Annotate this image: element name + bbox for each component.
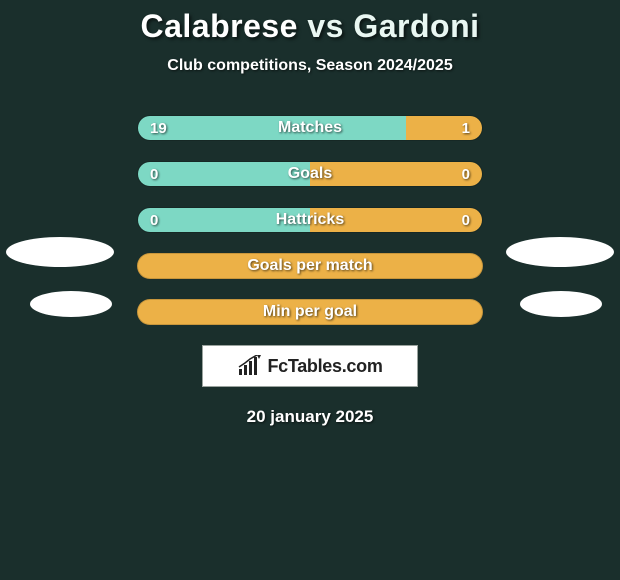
left-flag-1	[6, 237, 114, 267]
stat-bar: Hattricks00	[137, 207, 483, 233]
brand-chart-icon	[237, 355, 263, 377]
vs-text: vs	[307, 8, 344, 44]
bar-label: Min per goal	[138, 300, 482, 324]
player2-name: Gardoni	[353, 8, 479, 44]
brand-box: FcTables.com	[202, 345, 418, 387]
bar-segment-left	[138, 208, 310, 232]
player1-name: Calabrese	[140, 8, 297, 44]
bar-segment-left	[138, 116, 406, 140]
bar-segment-left	[138, 162, 310, 186]
stat-bar: Min per goal	[137, 299, 483, 325]
subtitle: Club competitions, Season 2024/2025	[0, 57, 620, 75]
stat-bar: Goals00	[137, 161, 483, 187]
stat-bars: Matches191 Goals00 Hattricks00 Goals per ma…	[137, 115, 483, 325]
bar-segment-right	[310, 162, 482, 186]
left-flag-2	[30, 291, 112, 317]
date-text: 20 january 2025	[0, 407, 620, 427]
stat-bar: Goals per match	[137, 253, 483, 279]
bar-label: Goals per match	[138, 254, 482, 278]
stat-bar: Matches191	[137, 115, 483, 141]
bar-segment-right	[406, 116, 482, 140]
right-flag-1	[506, 237, 614, 267]
brand-text: FcTables.com	[267, 356, 382, 377]
h2h-infographic: Calabrese vs Gardoni Club competitions, …	[0, 0, 620, 427]
right-flag-2	[520, 291, 602, 317]
page-title: Calabrese vs Gardoni	[0, 8, 620, 45]
bar-segment-right	[310, 208, 482, 232]
